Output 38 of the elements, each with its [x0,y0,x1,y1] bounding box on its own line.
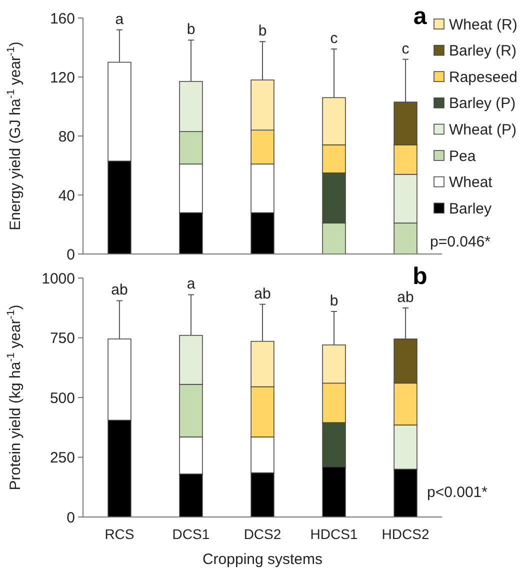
annotation: a [186,276,196,293]
legend-label: Barley (P) [449,95,516,112]
annotation: c [330,30,338,47]
legend-label: Wheat [449,174,494,192]
y-tick-label: 40 [58,187,75,204]
legend-label: Wheat (R) [449,16,518,34]
y-tick-label: 500 [50,390,75,407]
chart-title: b [412,263,428,290]
y-tick-label: 120 [50,69,75,86]
y-tick-label: 1000 [42,270,75,288]
x-tick-label: RCS [104,526,134,542]
annotation: ab [397,288,414,306]
x-tick-label: DCS2 [244,526,282,542]
annotation: b [330,292,338,310]
y-tick-label: 750 [50,330,75,347]
x-axis-title: Cropping systems [202,551,323,568]
legend-label: Barley [449,200,492,218]
chart-title: a [413,3,428,30]
x-tick-label: HDCS2 [382,526,430,542]
annotation: ab [111,282,128,299]
y-tick-label: 250 [50,450,75,466]
y-tick-label: 80 [58,128,75,146]
annotation: b [186,21,196,38]
x-tick-label: DCS1 [172,526,210,542]
y-tick-label: 0 [66,246,75,264]
annotation: p<0.001* [427,484,488,501]
legend-label: Wheat (P) [449,121,517,138]
x-tick-label: HDCS1 [310,526,358,542]
y-tick-label: 0 [66,509,75,526]
annotation: a [115,10,124,28]
legend-label: Rapeseed [449,68,518,86]
annotation: ab [254,285,271,302]
annotation: c [402,40,410,58]
legend-label: Pea [449,148,476,165]
annotation: b [258,22,267,40]
legend-label: Barley (R) [449,42,517,60]
y-tick-label: 160 [50,10,75,28]
annotation: p=0.046* [430,233,491,250]
